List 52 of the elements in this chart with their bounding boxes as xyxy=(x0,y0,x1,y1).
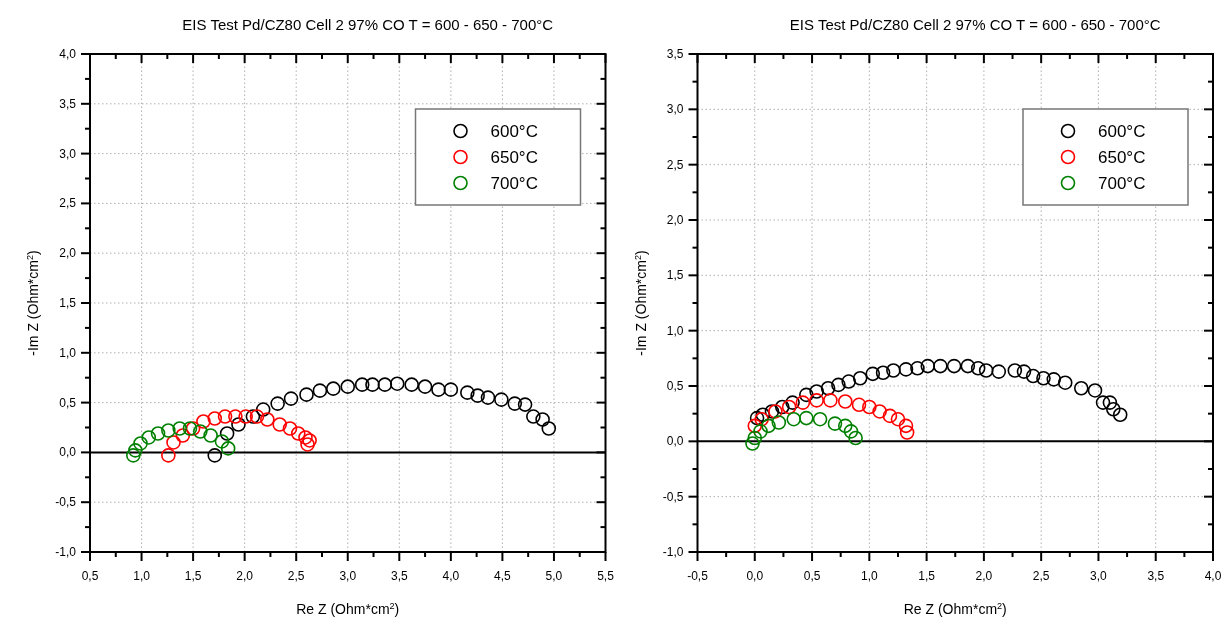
y-tick-label: -1,0 xyxy=(662,545,684,559)
legend-label: 650°C xyxy=(1098,148,1146,167)
y-tick-label: 2,0 xyxy=(59,246,77,261)
y-tick-label: -0,5 xyxy=(662,489,684,504)
x-tick-label: 2,0 xyxy=(236,569,254,583)
y-tick-label: -0,5 xyxy=(55,495,77,510)
legend-label: 600°C xyxy=(1098,122,1146,141)
x-tick-label: 3,5 xyxy=(1147,569,1165,583)
x-tick-label: 0,0 xyxy=(746,569,764,583)
x-tick-label: 1,5 xyxy=(184,569,202,583)
y-tick-label: 3,0 xyxy=(666,102,684,117)
x-tick-label: 3,0 xyxy=(339,569,357,583)
y-tick-label: 0,5 xyxy=(666,379,684,393)
x-tick-label: 1,0 xyxy=(860,569,878,583)
y-tick-label: 3,5 xyxy=(666,47,684,61)
x-tick-label: 4,0 xyxy=(1204,569,1222,583)
y-tick-label: 2,0 xyxy=(666,213,684,227)
y-tick-label: 2,5 xyxy=(666,157,684,172)
x-axis-title: Re Z (Ohm*cm$^{2}$) xyxy=(296,601,400,617)
y-tick-label: 1,0 xyxy=(59,345,77,360)
chart-title: EIS Test Pd/CZ80 Cell 2 97% CO T = 600 - 650 - 700°C xyxy=(789,16,1161,33)
y-tick-label: 1,0 xyxy=(666,323,684,338)
y-tick-label: 4,0 xyxy=(59,47,77,61)
legend-label: 700°C xyxy=(490,174,538,193)
y-tick-label: 0,5 xyxy=(59,395,77,410)
x-tick-label: 3,5 xyxy=(390,569,408,583)
x-tick-label: 0,5 xyxy=(81,569,99,583)
legend-label: 650°C xyxy=(490,148,538,167)
x-tick-label: 0,5 xyxy=(803,569,821,583)
chart-title: EIS Test Pd/CZ80 Cell 2 97% CO T = 600 - 650 - 700°C xyxy=(182,16,554,33)
x-axis-title: Re Z (Ohm*cm$^{2}$) xyxy=(903,601,1007,617)
x-tick-label: 3,0 xyxy=(1090,569,1108,583)
y-tick-label: 1,5 xyxy=(59,296,77,310)
x-tick-label: 4,5 xyxy=(494,569,512,583)
x-tick-label: 5,0 xyxy=(545,569,563,583)
y-tick-label: -1,0 xyxy=(55,545,77,559)
legend-label: 600°C xyxy=(490,122,538,141)
y-tick-label: 3,5 xyxy=(59,96,77,111)
x-tick-label: 2,0 xyxy=(975,569,993,583)
x-tick-label: 4,0 xyxy=(442,569,460,583)
y-tick-label: 0,0 xyxy=(59,445,77,460)
y-tick-label: 3,0 xyxy=(59,146,77,161)
y-tick-label: 1,5 xyxy=(666,268,684,283)
x-tick-label: 1,0 xyxy=(133,569,151,583)
x-tick-label: -0,5 xyxy=(687,569,709,583)
legend-label: 700°C xyxy=(1098,174,1146,193)
y-tick-label: 2,5 xyxy=(59,196,77,211)
x-tick-label: 5,5 xyxy=(597,569,615,583)
x-tick-label: 2,5 xyxy=(1032,569,1050,583)
x-tick-label: 1,5 xyxy=(918,569,936,583)
y-tick-label: 0,0 xyxy=(666,434,684,449)
x-tick-label: 2,5 xyxy=(287,569,305,583)
